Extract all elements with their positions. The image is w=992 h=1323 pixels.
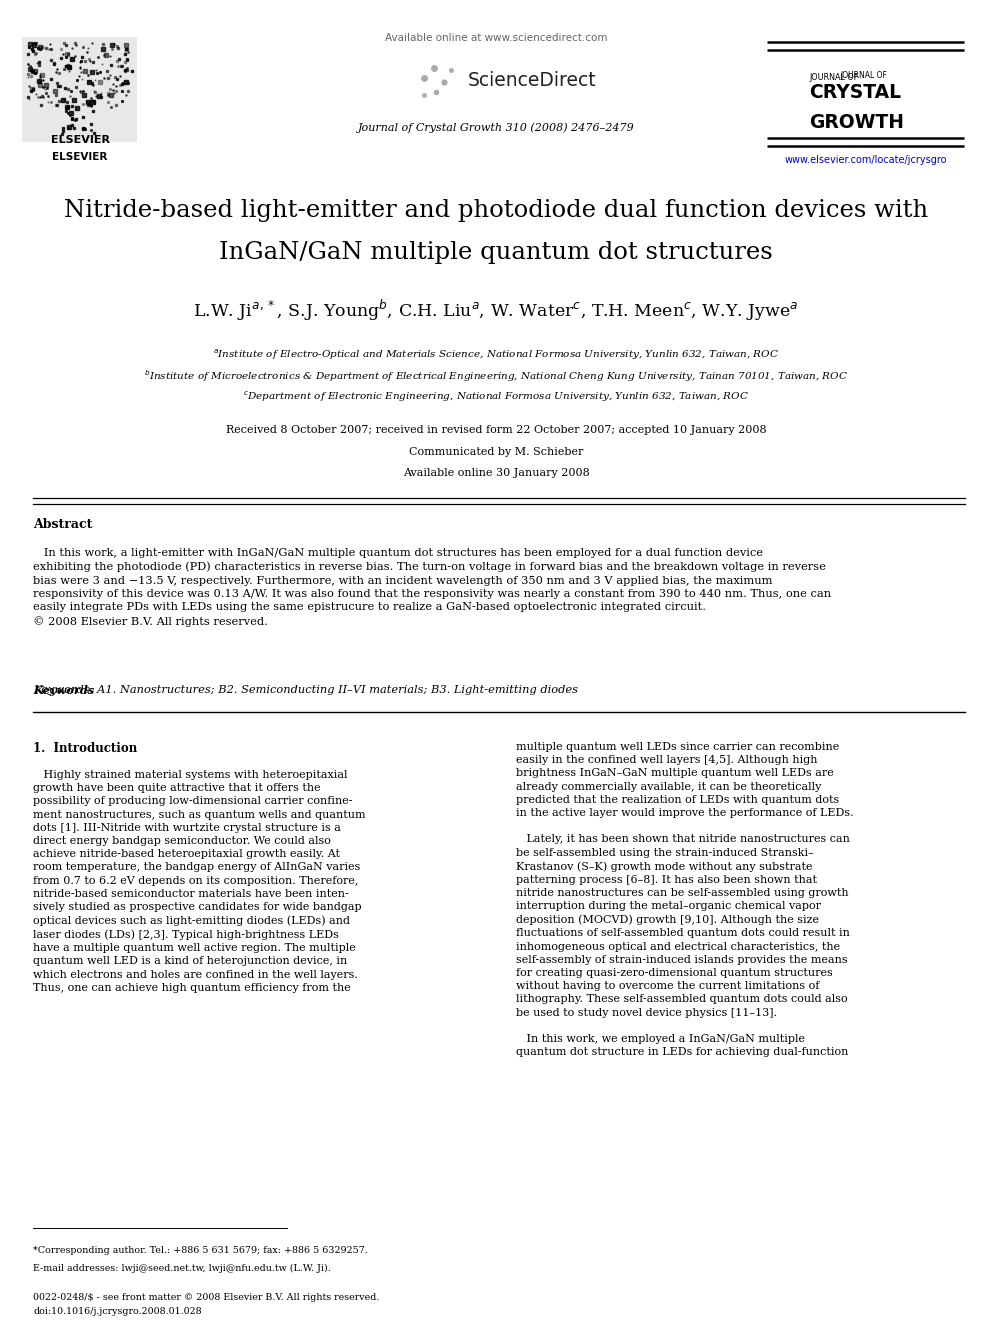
Text: E-mail addresses: lwji@seed.net.tw, lwji@nfu.edu.tw (L.W. Ji).: E-mail addresses: lwji@seed.net.tw, lwji…	[33, 1263, 330, 1273]
Text: JOURNAL OF: JOURNAL OF	[809, 73, 858, 82]
Text: Journal of Crystal Growth 310 (2008) 2476–2479: Journal of Crystal Growth 310 (2008) 247…	[358, 123, 634, 134]
Text: InGaN/GaN multiple quantum dot structures: InGaN/GaN multiple quantum dot structure…	[219, 241, 773, 263]
Text: ScienceDirect: ScienceDirect	[468, 70, 596, 90]
Text: doi:10.1016/j.jcrysgro.2008.01.028: doi:10.1016/j.jcrysgro.2008.01.028	[33, 1307, 201, 1316]
Text: Keywords: A1. Nanostructures; B2. Semiconducting II–VI materials; B3. Light-emit: Keywords: A1. Nanostructures; B2. Semico…	[33, 685, 578, 695]
Text: JOURNAL OF: JOURNAL OF	[840, 70, 887, 79]
Text: GROWTH: GROWTH	[809, 112, 904, 132]
Text: multiple quantum well LEDs since carrier can recombine
easily in the confined we: multiple quantum well LEDs since carrier…	[517, 742, 854, 1057]
Text: Nitride-based light-emitter and photodiode dual function devices with: Nitride-based light-emitter and photodio…	[63, 198, 929, 221]
Text: Keywords: Keywords	[33, 684, 94, 696]
Text: *Corresponding author. Tel.: +886 5 631 5679; fax: +886 5 6329257.: *Corresponding author. Tel.: +886 5 631 …	[33, 1246, 368, 1256]
Bar	[22, 37, 137, 142]
Text: 0022-0248/$ - see front matter © 2008 Elsevier B.V. All rights reserved.: 0022-0248/$ - see front matter © 2008 El…	[33, 1293, 379, 1302]
Text: Abstract: Abstract	[33, 519, 92, 532]
Text: $^{a}$Institute of Electro-Optical and Materials Science, National Formosa Unive: $^{a}$Institute of Electro-Optical and M…	[213, 348, 779, 363]
Text: CRYSTAL: CRYSTAL	[809, 83, 901, 102]
Text: $^{b}$Institute of Microelectronics & Department of Electrical Engineering, Nati: $^{b}$Institute of Microelectronics & De…	[144, 368, 848, 384]
Text: www.elsevier.com/locate/jcrysgro: www.elsevier.com/locate/jcrysgro	[785, 155, 946, 165]
Text: ELSEVIER: ELSEVIER	[51, 135, 109, 146]
Text: Available online at www.sciencedirect.com: Available online at www.sciencedirect.co…	[385, 33, 607, 44]
Text: Available online 30 January 2008: Available online 30 January 2008	[403, 468, 589, 478]
Text: ELSEVIER: ELSEVIER	[53, 152, 108, 161]
Text: Received 8 October 2007; received in revised form 22 October 2007; accepted 10 J: Received 8 October 2007; received in rev…	[226, 425, 766, 435]
Text: L.W. Ji$^{a,*}$, S.J. Young$^{b}$, C.H. Liu$^{a}$, W. Water$^{c}$, T.H. Meen$^{c: L.W. Ji$^{a,*}$, S.J. Young$^{b}$, C.H. …	[193, 298, 799, 323]
Text: Highly strained material systems with heteroepitaxial
growth have been quite att: Highly strained material systems with he…	[33, 770, 366, 992]
Text: 1.  Introduction: 1. Introduction	[33, 742, 137, 755]
Text: Communicated by M. Schieber: Communicated by M. Schieber	[409, 447, 583, 456]
Text: In this work, a light-emitter with InGaN/GaN multiple quantum dot structures has: In this work, a light-emitter with InGaN…	[33, 548, 831, 627]
Text: $^{c}$Department of Electronic Engineering, National Formosa University, Yunlin : $^{c}$Department of Electronic Engineeri…	[243, 390, 749, 405]
